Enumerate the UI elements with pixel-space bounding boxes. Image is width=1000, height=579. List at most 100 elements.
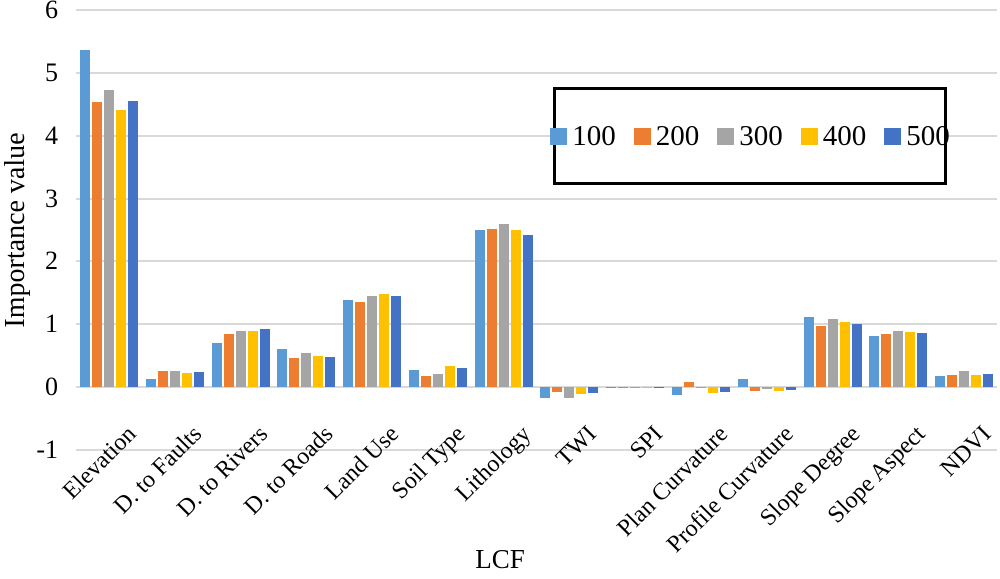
bar-300-elevation [103,89,114,388]
bar-500-land-use [391,296,401,388]
bar-200-twi [552,387,563,393]
bar-300-profile-curvature [761,387,772,389]
bar-200-slope-degree [815,326,826,388]
gridline-y-1 [76,448,997,451]
bar-500-lithology [522,235,533,388]
gridline-y1 [76,323,997,326]
bar-100-ndvi [935,375,946,388]
bar-500-d-to-roads [325,357,336,388]
bar-500-spi [654,386,665,388]
legend-swatch-icon [550,127,568,145]
y-tick-label: 5 [45,57,58,87]
legend-label: 200 [655,119,700,152]
legend-entry-400: 400 [800,119,867,152]
legend-label: 500 [906,119,950,152]
legend-label: 400 [822,119,867,152]
bar-400-slope-degree [839,322,850,388]
bar-400-lithology [510,230,521,388]
bar-300-land-use [367,296,377,388]
gridline-y4 [76,134,997,137]
bar-100-elevation [79,49,90,388]
legend-swatch-icon [717,127,735,145]
category-label-spi: SPI [624,421,668,464]
bar-400-profile-curvature [773,387,784,391]
bar-500-twi [588,387,599,394]
bar-400-elevation [115,109,126,388]
bar-500-elevation [127,100,138,388]
bar-500-slope-degree [851,324,862,388]
y-tick-label: 4 [45,120,58,150]
bar-100-d-to-roads [277,349,288,388]
bar-100-spi [606,386,617,388]
gridline-y2 [76,260,997,263]
y-tick-label: 6 [45,0,58,24]
bar-200-elevation [91,102,102,388]
bar-200-d-to-roads [289,358,300,388]
bar-100-land-use [343,299,353,388]
gridline-y6 [76,9,997,11]
bar-400-land-use [379,294,389,388]
bar-100-twi [540,387,551,398]
bar-100-slope-aspect [869,335,880,388]
y-tick-label: 0 [45,372,58,402]
bar-100-d-to-rivers [211,343,222,388]
bar-500-soil-type [456,368,467,388]
gridline-y5 [76,71,997,74]
bar-100-d-to-faults [145,379,156,388]
bar-200-plan-curvature [684,382,694,388]
bar-500-ndvi [983,373,994,388]
bar-500-d-to-rivers [259,328,270,388]
bar-200-ndvi [947,374,958,388]
y-tick-label: 3 [45,183,58,213]
bar-400-d-to-roads [313,355,324,388]
bar-100-soil-type [408,370,419,388]
bar-400-soil-type [444,366,455,388]
y-axis-title: Importance value [0,132,31,328]
category-label-ndvi: NDVI [935,421,997,482]
bar-300-twi [564,387,575,398]
bar-300-soil-type [432,373,443,388]
bar-300-lithology [498,223,509,388]
legend-swatch-icon [633,127,651,145]
bar-300-ndvi [959,370,970,388]
bar-100-plan-curvature [672,387,682,396]
bar-400-spi [642,386,653,388]
bar-500-profile-curvature [785,387,796,391]
bar-400-slope-aspect [905,331,916,388]
bar-300-plan-curvature [696,387,706,389]
bar-500-slope-aspect [917,333,928,388]
y-tick-label: -1 [36,434,58,464]
legend-entry-300: 300 [717,119,783,152]
gridline-y3 [76,197,997,200]
legend-label: 100 [572,119,616,152]
bar-100-lithology [474,230,485,388]
bar-200-lithology [486,228,497,388]
legend: 100 200 300 400 500 [550,87,950,185]
bar-200-slope-aspect [881,334,892,388]
bar-100-profile-curvature [737,379,748,388]
bar-200-land-use [355,302,365,388]
category-label-twi: TWI [551,421,602,472]
bar-200-soil-type [420,375,431,388]
bar-300-d-to-roads [301,353,312,388]
bar-400-d-to-rivers [247,331,258,388]
bar-400-d-to-faults [181,373,192,388]
legend-label: 300 [739,119,783,152]
bar-300-slope-aspect [893,331,904,388]
x-axis-title: LCF [475,544,525,574]
bar-500-plan-curvature [720,387,730,393]
gridline-y0 [76,386,997,389]
bar-300-d-to-rivers [235,330,246,388]
y-tick-label: 2 [45,246,58,276]
bar-400-twi [576,387,587,394]
legend-entry-100: 100 [550,119,616,152]
legend-entry-500: 500 [884,119,950,152]
bar-200-spi [618,386,629,388]
bar-400-plan-curvature [708,387,718,394]
bar-500-d-to-faults [193,372,204,388]
legend-swatch-icon [884,127,902,145]
bar-100-slope-degree [803,316,814,388]
bar-200-d-to-faults [157,370,168,388]
bar-400-ndvi [971,375,982,388]
